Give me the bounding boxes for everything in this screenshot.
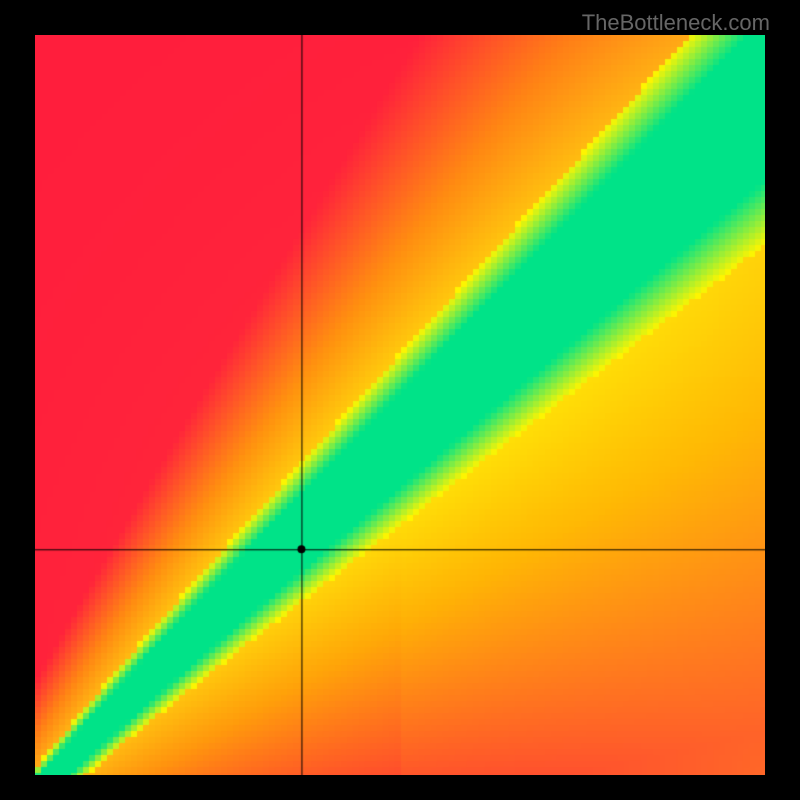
watermark-text: TheBottleneck.com bbox=[582, 10, 770, 36]
heatmap-plot bbox=[35, 35, 765, 775]
chart-container: TheBottleneck.com bbox=[0, 0, 800, 800]
heatmap-canvas bbox=[35, 35, 765, 775]
